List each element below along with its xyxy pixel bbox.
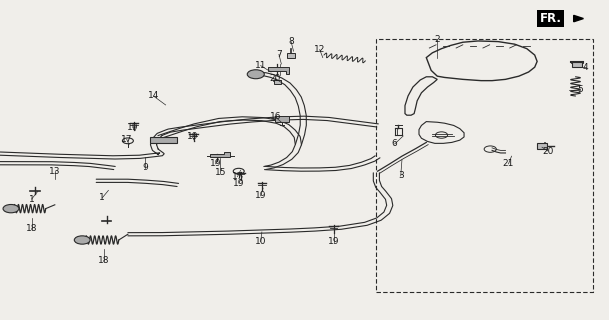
Text: FR.: FR. xyxy=(540,12,561,25)
Text: 12: 12 xyxy=(314,45,325,54)
Text: 19: 19 xyxy=(127,123,138,132)
Bar xyxy=(376,39,593,292)
Polygon shape xyxy=(150,137,177,143)
Bar xyxy=(275,116,289,122)
Text: 17: 17 xyxy=(121,135,132,144)
Text: 2: 2 xyxy=(434,36,440,44)
Bar xyxy=(287,53,295,58)
Polygon shape xyxy=(574,15,583,22)
Text: 10: 10 xyxy=(255,237,266,246)
Text: 16: 16 xyxy=(270,112,281,121)
Text: 7: 7 xyxy=(276,50,282,59)
Text: 8: 8 xyxy=(288,37,294,46)
Text: 20: 20 xyxy=(543,147,554,156)
Bar xyxy=(572,62,582,67)
Bar xyxy=(537,143,547,149)
Circle shape xyxy=(3,204,19,213)
Text: 5: 5 xyxy=(577,85,583,94)
Text: 6: 6 xyxy=(392,140,398,148)
Text: 11: 11 xyxy=(255,61,266,70)
Text: 19: 19 xyxy=(233,179,244,188)
Circle shape xyxy=(74,236,90,244)
Text: 3: 3 xyxy=(398,172,404,180)
Text: 17: 17 xyxy=(232,172,243,181)
Text: 18: 18 xyxy=(26,224,37,233)
Polygon shape xyxy=(268,67,289,74)
Text: 15: 15 xyxy=(215,168,226,177)
Bar xyxy=(274,80,281,84)
Text: 20: 20 xyxy=(270,74,281,83)
Polygon shape xyxy=(210,152,230,157)
Text: 9: 9 xyxy=(142,164,148,172)
Circle shape xyxy=(247,70,264,79)
Text: 1: 1 xyxy=(99,193,105,202)
Text: 21: 21 xyxy=(503,159,514,168)
Text: 13: 13 xyxy=(49,167,60,176)
Text: 19: 19 xyxy=(328,237,339,246)
Text: 4: 4 xyxy=(583,63,589,72)
Text: 19: 19 xyxy=(187,132,198,141)
Text: 19: 19 xyxy=(255,191,266,200)
Text: 1: 1 xyxy=(29,195,35,204)
Text: 19: 19 xyxy=(210,159,221,168)
Text: 14: 14 xyxy=(148,92,159,100)
Text: 18: 18 xyxy=(98,256,109,265)
